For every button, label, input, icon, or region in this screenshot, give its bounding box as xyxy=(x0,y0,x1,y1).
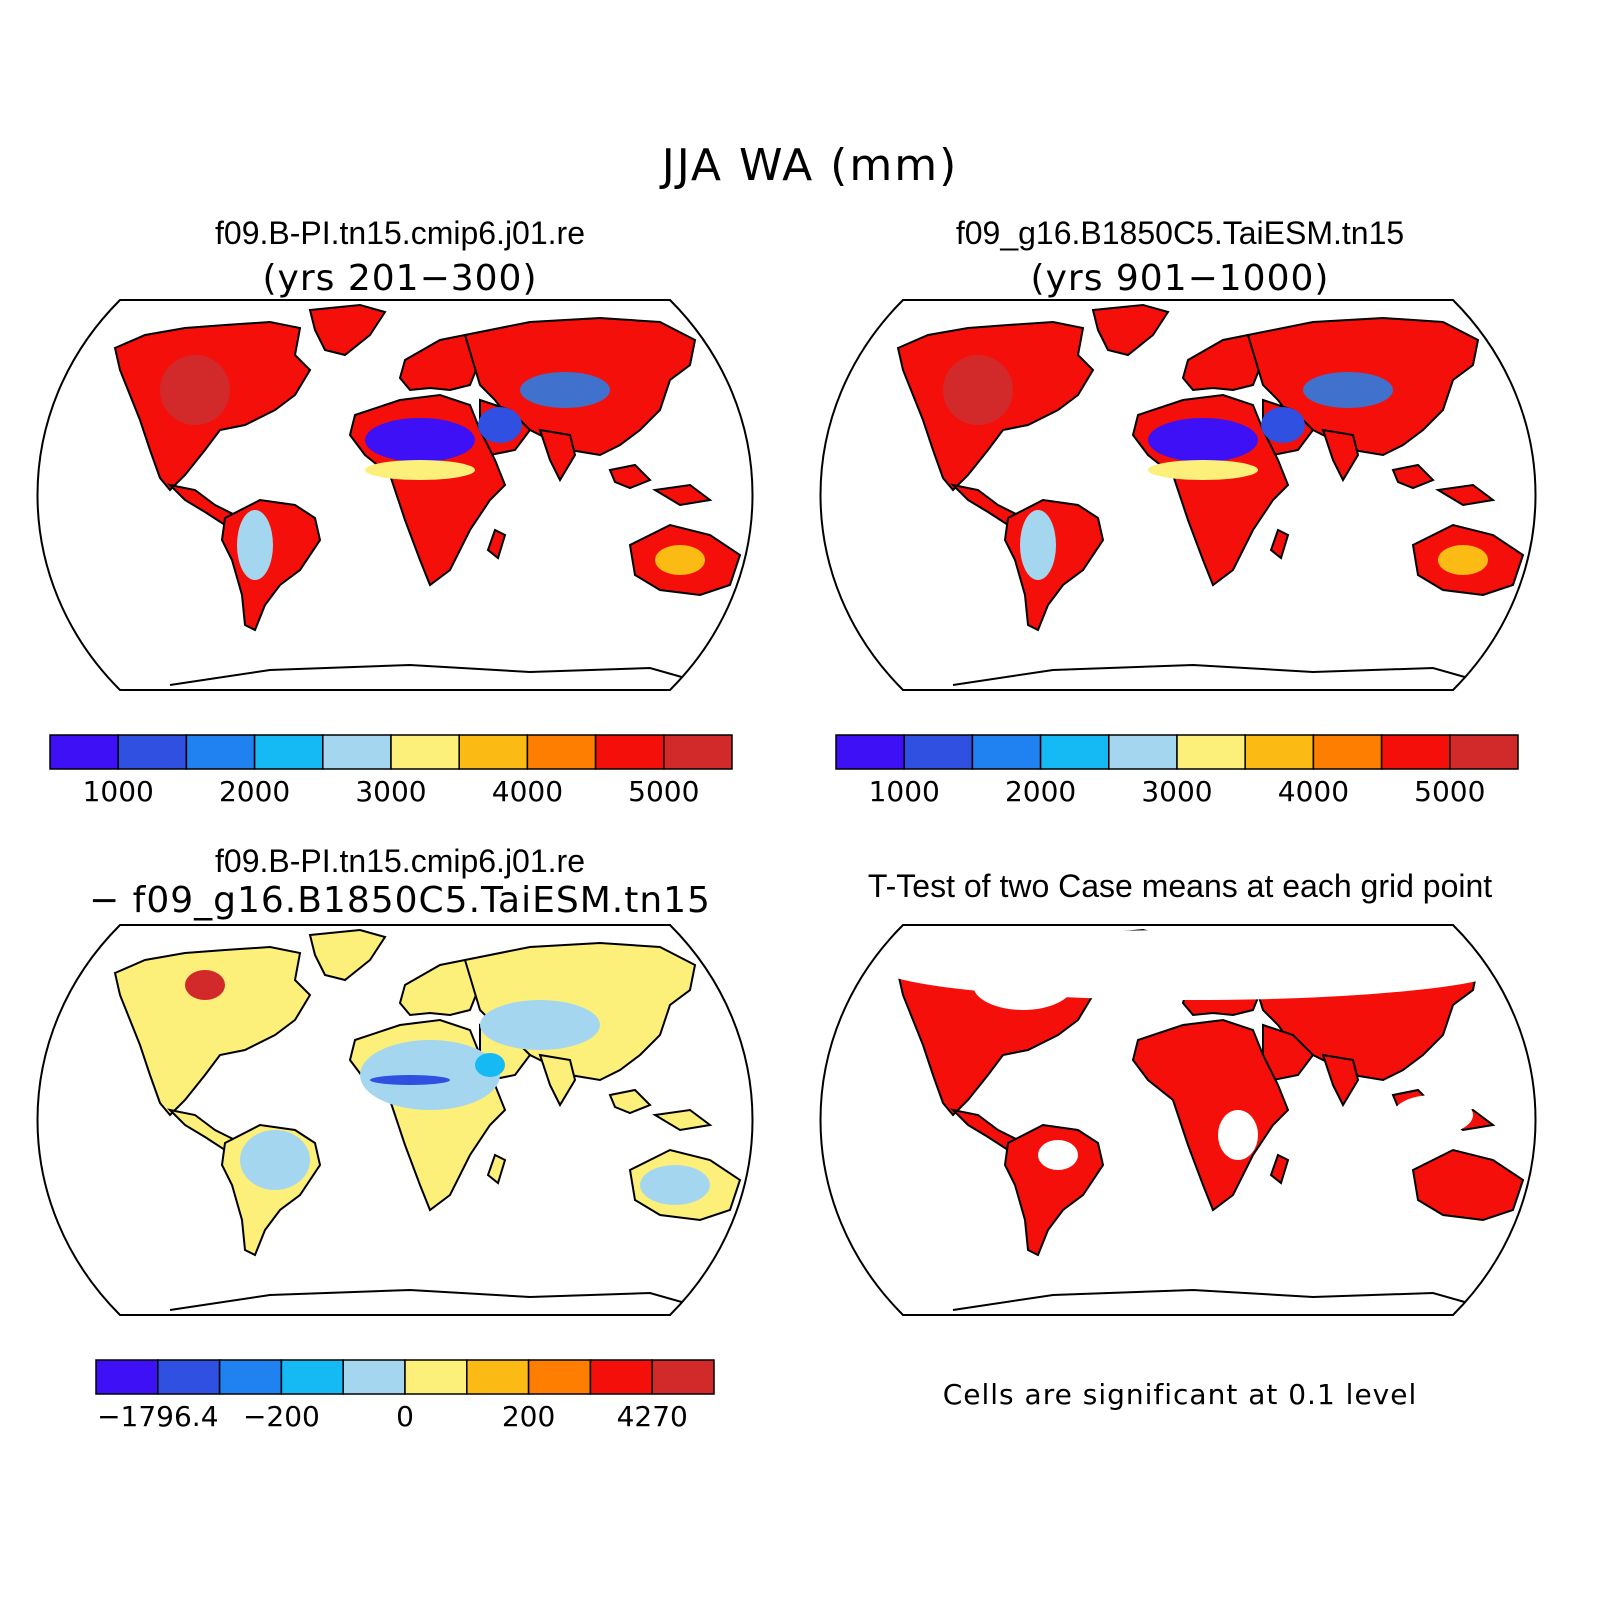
panel-3-colorbar-swatch-5 xyxy=(342,1359,406,1395)
panel-3-na-hotspot xyxy=(185,970,225,1000)
panel-1-colorbar: 1000 2000 3000 4000 5000 xyxy=(49,734,733,808)
panel-1-colorbar-swatch-2 xyxy=(117,734,188,770)
main-title: JJA WA (mm) xyxy=(661,140,959,191)
panel-2-colorbar: 1000 2000 3000 4000 5000 xyxy=(835,734,1519,808)
panel-2-colorbar-swatch-10 xyxy=(1449,734,1519,770)
panel-4-nonsig-canada xyxy=(973,960,1073,1010)
panel-4-map xyxy=(819,924,1537,1316)
panel-4-frame xyxy=(819,924,1537,1316)
panel-2-title: f09_g16.B1850C5.TaiESM.tn15 xyxy=(955,215,1405,251)
panel-1-colorbar-swatch-8 xyxy=(526,734,597,770)
panel-2-frame xyxy=(819,299,1537,691)
panel-2-colorbar-swatch-8 xyxy=(1312,734,1383,770)
panel-3-africa-anomaly xyxy=(360,1040,500,1110)
panel-1-desert-sahara xyxy=(365,418,475,462)
panel-1-sahel xyxy=(365,460,475,480)
panel-4-antarctica xyxy=(952,1288,1494,1311)
panel-1-colorbar-label-2: 2000 xyxy=(219,775,290,808)
panel-3-colorbar: −1796.4 −200 0 200 4270 xyxy=(95,1359,715,1433)
panel-3-colorbar-label-4: 200 xyxy=(502,1400,555,1433)
panel-2-colorbar-swatch-5 xyxy=(1108,734,1178,770)
panel-2-colorbar-label-3: 3000 xyxy=(1141,775,1212,808)
panel-3-colorbar-label-2: −200 xyxy=(243,1400,320,1433)
panel-3-australia-anomaly xyxy=(640,1165,710,1205)
panel-2-colorbar-swatch-1 xyxy=(835,734,905,770)
panel-2-colorbar-swatch-6 xyxy=(1176,734,1246,770)
panel-3-colorbar-swatch-10 xyxy=(651,1359,715,1395)
panel-4-nonsig-south-america xyxy=(1038,1140,1078,1170)
panel-3-asia-anomaly xyxy=(480,1000,600,1050)
panel-1-colorbar-swatch-9 xyxy=(594,734,665,770)
panel-3-arabia-band xyxy=(475,1053,505,1077)
panel-1-colorbar-label-5: 5000 xyxy=(628,775,699,808)
panel-2-desert-sahara xyxy=(1148,418,1258,462)
panel-1-na-west xyxy=(160,355,230,425)
panel-3-antarctica xyxy=(169,1288,711,1311)
panel-2-na-west xyxy=(943,355,1013,425)
panel-3-map xyxy=(36,924,754,1316)
panel-1-frame xyxy=(36,299,754,691)
panel-2-colorbar-label-5: 5000 xyxy=(1414,775,1485,808)
panel-3-frame xyxy=(36,924,754,1316)
panel-1-antarctica xyxy=(169,663,711,686)
panel-2-sahel xyxy=(1148,460,1258,480)
panel-1-andes xyxy=(237,510,273,580)
panel-2-colorbar-swatch-4 xyxy=(1039,734,1110,770)
panel-3-colorbar-swatch-8 xyxy=(527,1359,592,1395)
panel-3-colorbar-swatch-9 xyxy=(589,1359,653,1395)
panel-1-colorbar-swatch-5 xyxy=(322,734,392,770)
panel-3-title: f09.B-PI.tn15.cmip6.j01.re xyxy=(215,843,585,879)
panel-1-colorbar-label-4: 4000 xyxy=(492,775,563,808)
panel-2-colorbar-label-4: 4000 xyxy=(1278,775,1349,808)
panel-2-colorbar-label-2: 2000 xyxy=(1005,775,1076,808)
panel-4-nonsig-indonesia xyxy=(1393,1095,1473,1135)
panel-1-colorbar-swatch-1 xyxy=(49,734,119,770)
panel-4-note: Cells are significant at 0.1 level xyxy=(942,1378,1418,1411)
panel-2-subtitle: (yrs 901−1000) xyxy=(1030,258,1330,299)
panel-2-antarctica xyxy=(952,663,1494,686)
panel-4-nonsig-north xyxy=(873,930,1513,1000)
panel-2-australia-interior xyxy=(1438,545,1488,575)
panel-3-subtitle: − f09_g16.B1850C5.TaiESM.tn15 xyxy=(89,880,711,921)
panel-1-colorbar-swatch-7 xyxy=(458,734,529,770)
panel-2-andes xyxy=(1020,510,1056,580)
panel-3-sahel-band xyxy=(370,1075,450,1085)
panel-4-nonsig-southern-africa xyxy=(1218,1110,1258,1160)
panel-2-colorbar-label-1: 1000 xyxy=(869,775,940,808)
panel-1-map xyxy=(36,299,754,691)
panel-3-colorbar-label-1: −1796.4 xyxy=(97,1400,218,1433)
panel-2-colorbar-swatch-7 xyxy=(1244,734,1315,770)
panel-3-colorbar-label-3: 0 xyxy=(396,1400,414,1433)
panel-1-australia-interior xyxy=(655,545,705,575)
panel-3-colorbar-swatch-7 xyxy=(466,1359,530,1395)
panel-2-desert-central-asia xyxy=(1303,372,1393,408)
panel-1-colorbar-swatch-4 xyxy=(253,734,324,770)
panel-3-colorbar-swatch-4 xyxy=(280,1359,344,1395)
panel-2-colorbar-swatch-2 xyxy=(903,734,974,770)
panel-2-desert-arabia xyxy=(1261,407,1305,443)
panel-1-colorbar-label-1: 1000 xyxy=(83,775,154,808)
panel-2-map xyxy=(819,299,1537,691)
panel-3-colorbar-swatch-6 xyxy=(404,1359,468,1395)
panel-1-colorbar-label-3: 3000 xyxy=(355,775,426,808)
panel-1-title: f09.B-PI.tn15.cmip6.j01.re xyxy=(215,215,585,251)
panel-3-colorbar-label-5: 4270 xyxy=(617,1400,688,1433)
panel-3-colorbar-swatch-1 xyxy=(95,1359,159,1395)
panel-1-desert-central-asia xyxy=(520,372,610,408)
panel-1-subtitle: (yrs 201−300) xyxy=(262,258,538,299)
panel-3-colorbar-swatch-2 xyxy=(157,1359,221,1395)
panel-2-colorbar-swatch-9 xyxy=(1380,734,1451,770)
panel-1-desert-arabia xyxy=(478,407,522,443)
panel-4-title: T-Test of two Case means at each grid po… xyxy=(867,868,1493,904)
panel-1-colorbar-swatch-3 xyxy=(185,734,256,770)
panel-1-colorbar-swatch-6 xyxy=(390,734,460,770)
panel-3-south-america-anomaly xyxy=(240,1130,310,1190)
panel-1-colorbar-swatch-10 xyxy=(663,734,733,770)
panel-2-colorbar-swatch-3 xyxy=(971,734,1042,770)
panel-3-colorbar-swatch-3 xyxy=(218,1359,283,1395)
